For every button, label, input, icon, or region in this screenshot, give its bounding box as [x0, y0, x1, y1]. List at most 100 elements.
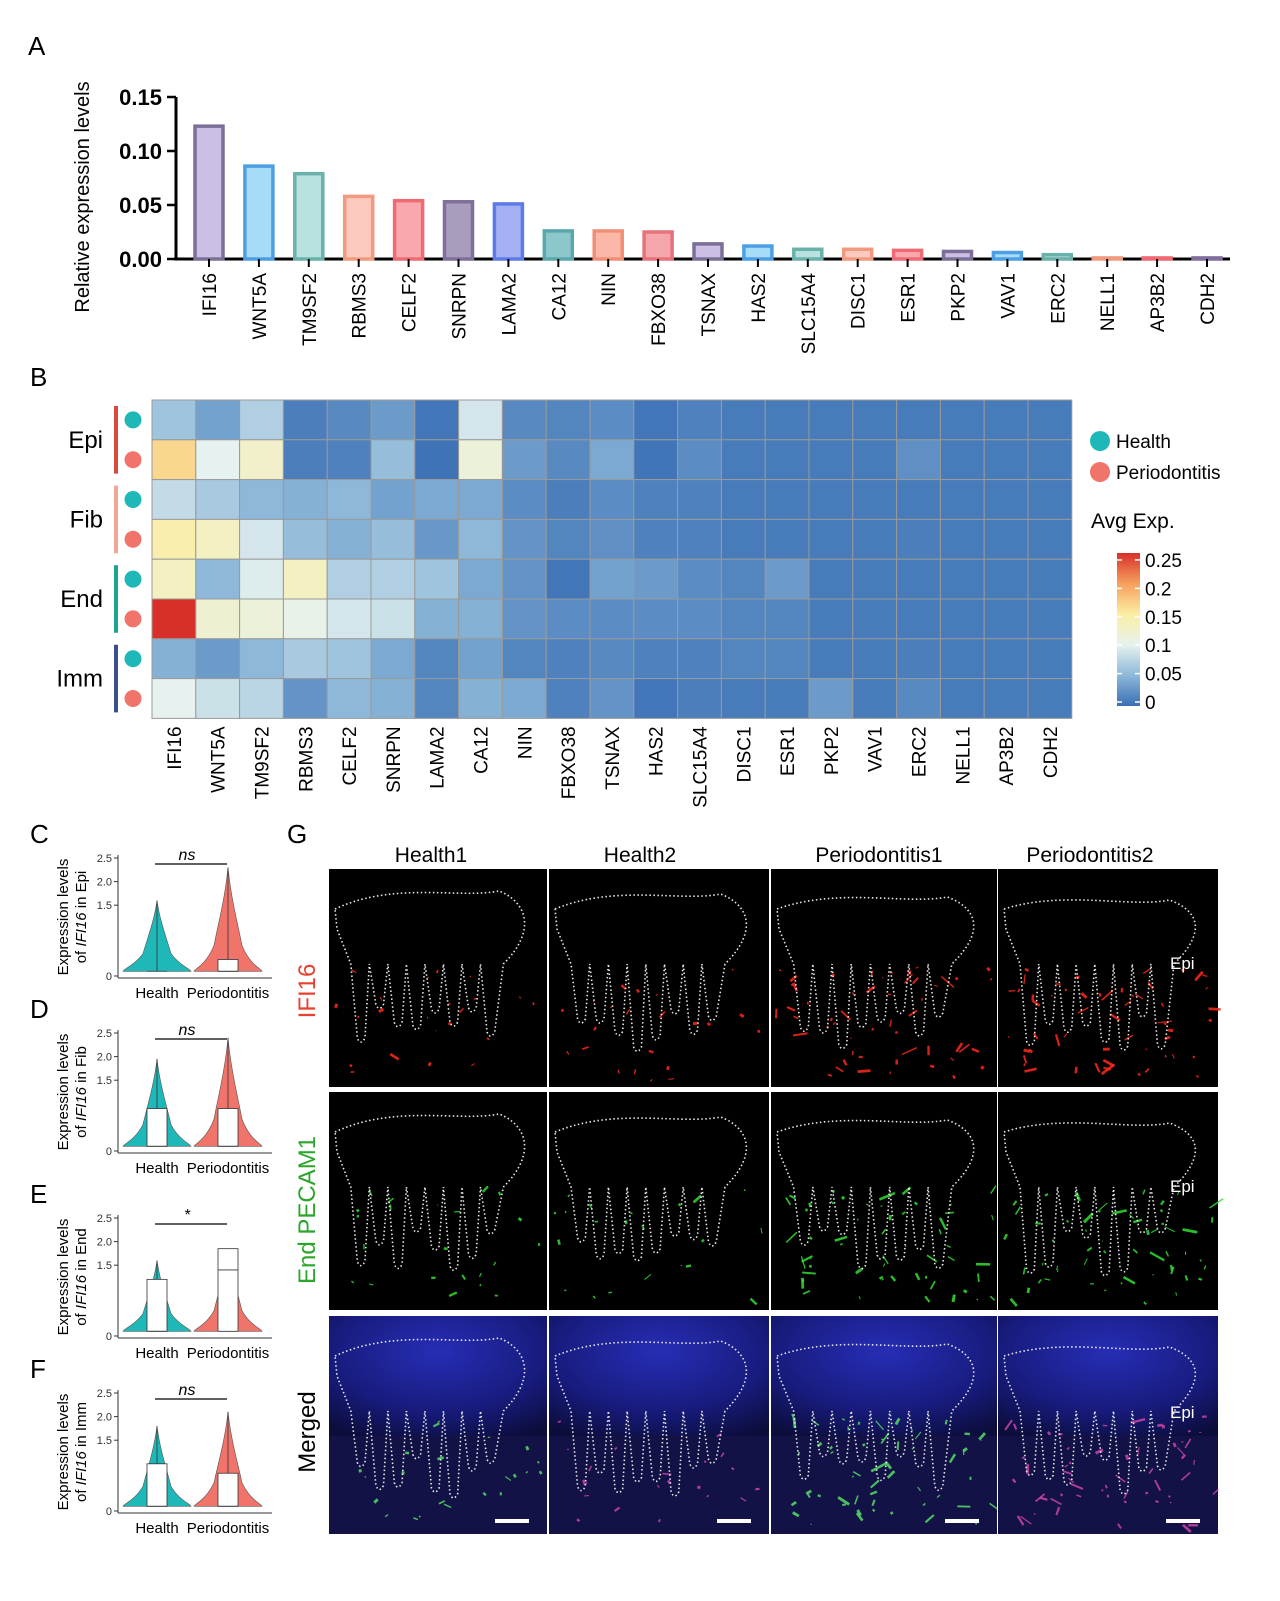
dapi-epithelium: [998, 1316, 1218, 1436]
legend-periodontitis-label: Periodontitis: [1116, 463, 1221, 484]
fluorescence-signal: [633, 1069, 637, 1075]
y-tick-label: 0.15: [119, 85, 162, 110]
fluorescence-signal: [913, 1201, 919, 1206]
fluorescence-signal: [448, 1291, 458, 1297]
bar-rbms3: [342, 194, 375, 261]
fluorescence-signal: [991, 1214, 994, 1221]
heatmap-cell: [764, 638, 810, 680]
fluorescence-signal: [841, 1418, 846, 1421]
column-header: Periodontitis1: [815, 844, 942, 867]
fluorescence-signal: [948, 1453, 957, 1464]
fluorescence-signal: [1182, 1523, 1192, 1533]
heatmap-b: Epi Fib End Imm IFI16 WNT5A TM9SF2 RBMS3 CELF2 S…: [56, 399, 1221, 808]
fluorescence-signal: [878, 1191, 896, 1201]
fluorescence-signal: [830, 1200, 834, 1205]
fluorescence-signal: [1023, 1048, 1031, 1053]
fluorescence-signal: [1187, 1429, 1191, 1433]
fluorescence-signal: [668, 1078, 675, 1080]
x-tick-label: ERC2: [1048, 273, 1069, 324]
column-header: Health1: [395, 844, 467, 867]
periodontitis-dot: [124, 530, 142, 548]
fluorescence-signal: [1003, 1233, 1008, 1240]
heatmap-cell: [852, 598, 898, 640]
fluorescence-signal: [557, 1420, 562, 1424]
fluorescence-signal: [841, 1503, 847, 1507]
fluorescence-signal: [1094, 1448, 1104, 1455]
heatmap-cell: [808, 439, 854, 481]
significance-label: ns: [179, 1022, 196, 1039]
x-tick-label: LAMA2: [499, 273, 520, 335]
fluorescence-signal: [1044, 1278, 1051, 1281]
fluorescence-signal: [1209, 1198, 1224, 1209]
heatmap-cell: [720, 678, 766, 719]
heatmap-cell: [282, 399, 328, 441]
colorbar-tick-label: 0.15: [1145, 608, 1182, 629]
fluorescence-signal: [938, 1228, 942, 1235]
heatmap-cell: [151, 598, 197, 640]
violin-y-tick-label: 2.0: [97, 877, 112, 889]
fluorescence-signal: [1155, 1500, 1159, 1504]
heatmap-col-label: LAMA2: [428, 726, 449, 788]
fluorescence-signal: [625, 1008, 631, 1015]
violin-ylabel-line2: of IFI16 in Imm: [73, 1402, 90, 1502]
fluorescence-signal: [437, 1420, 441, 1424]
fluorescence-signal: [1124, 1454, 1130, 1461]
fluorescence-signal: [614, 1446, 618, 1451]
fluorescence-signal: [564, 1210, 567, 1214]
heatmap-cell: [808, 399, 854, 441]
fluorescence-signal: [1103, 1066, 1112, 1071]
heatmap-col-label: AP3B2: [997, 726, 1018, 785]
violin-ylabel-line1: Expression levels: [55, 1219, 72, 1336]
fluorescence-signal: [851, 1050, 854, 1056]
x-tick-label: FBXO38: [649, 273, 670, 346]
ylabel-suffix: in Fib: [73, 1046, 90, 1087]
fluorescence-signal: [356, 1015, 360, 1019]
heatmap-cell: [852, 479, 898, 520]
heatmap-cell: [370, 558, 416, 600]
x-tick-label: PKP2: [949, 273, 970, 322]
fluorescence-signal: [1164, 1055, 1167, 1058]
fluorescence-signal: [882, 1263, 886, 1267]
violin-y-tick-label: 2.5: [97, 1213, 112, 1225]
fluorescence-signal: [980, 1065, 985, 1070]
row-label: End PECAM1: [294, 1136, 321, 1284]
fluorescence-signal: [1212, 1488, 1219, 1496]
heatmap-cell: [939, 598, 985, 640]
bar-vav1: [991, 250, 1024, 261]
ylabel-prefix: of: [73, 947, 90, 964]
violin-y-tick-label: 0: [106, 1146, 112, 1158]
fluorescence-signal: [785, 1197, 792, 1206]
fluorescence-signal: [1016, 1515, 1025, 1526]
fluorescence-signal: [1023, 974, 1026, 985]
x-tick-label: NIN: [599, 273, 620, 306]
fluorescence-signal: [856, 1509, 862, 1517]
ylabel-prefix: of: [73, 1485, 90, 1502]
heatmap-cell: [677, 399, 722, 441]
fluorescence-signal: [592, 1295, 596, 1299]
fluorescence-signal: [832, 1021, 836, 1026]
fluorescence-signal: [1208, 1007, 1221, 1011]
heatmap-cell: [896, 598, 941, 640]
violin-y-tick-label: 1.5: [97, 1075, 112, 1087]
heatmap-cell: [808, 518, 854, 560]
heatmap-col-label: CA12: [472, 726, 493, 774]
fluorescence-signal: [692, 1194, 702, 1204]
fluorescence-signal: [1033, 1513, 1036, 1516]
fluorescence-signal: [858, 1055, 863, 1059]
violin-ylabel-line1: Expression levels: [55, 859, 72, 976]
heatmap-cell: [370, 638, 416, 680]
heatmap-cell: [195, 439, 241, 481]
fluorescence-signal: [1098, 992, 1102, 997]
violin-x-label-periodontitis: Periodontitis: [187, 1345, 270, 1362]
fluorescence-signal: [1013, 1423, 1018, 1430]
fluorescence-signal: [1149, 1251, 1165, 1262]
heatmap-cell: [195, 638, 241, 680]
fluorescence-signal: [977, 1273, 980, 1283]
violin-y-tick-label: 1.5: [97, 1435, 112, 1447]
heatmap-cell: [983, 558, 1029, 600]
fluorescence-signal: [635, 988, 641, 994]
fluorescence-signal: [1046, 1431, 1052, 1436]
ylabel-prefix: of: [73, 1121, 90, 1138]
violin-chart-d: 0 1.5 2.0 2.5 Expression levels of IFI16 in F…: [55, 1022, 272, 1177]
heatmap-cell: [939, 479, 985, 520]
